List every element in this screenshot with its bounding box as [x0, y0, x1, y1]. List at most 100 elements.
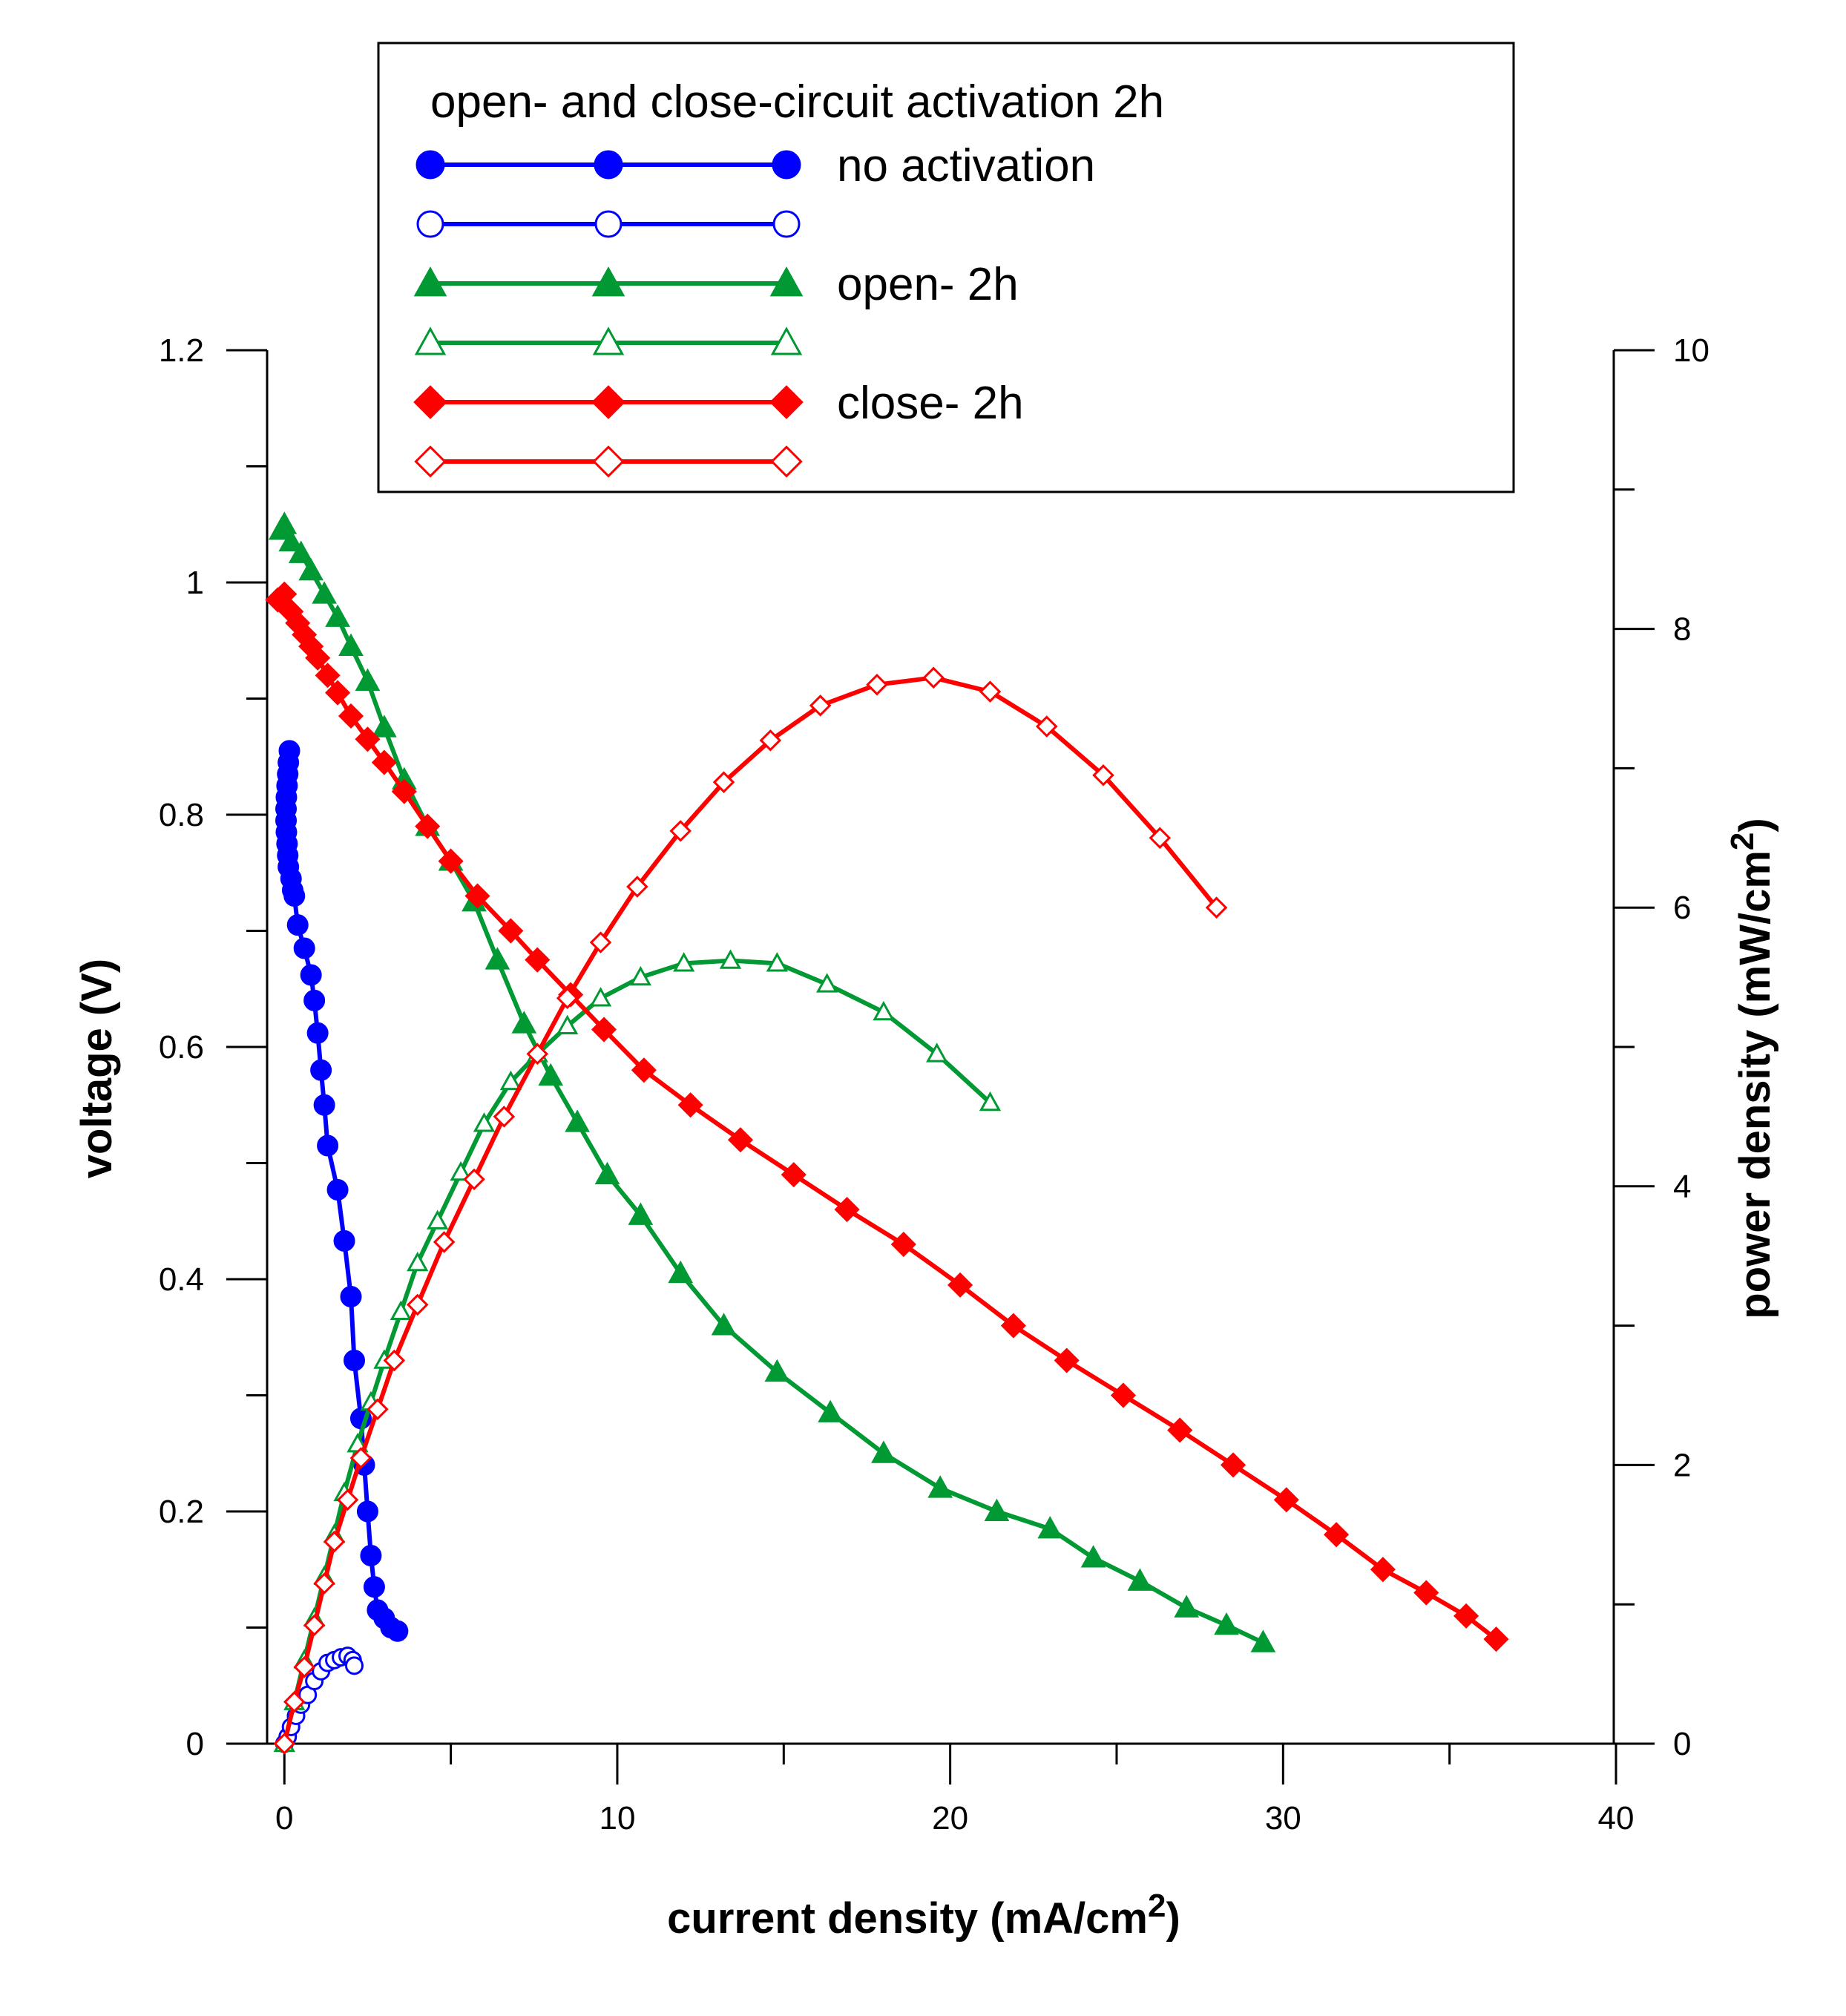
data-point-no_activation_voltage [363, 1576, 385, 1598]
data-point-close_voltage [338, 703, 364, 729]
data-point-open_voltage [338, 633, 364, 657]
data-point-close_voltage [438, 848, 464, 874]
data-point-close_power [809, 695, 832, 717]
legend-entry-no_activation_power [416, 210, 801, 238]
y-tick-label: 0 [186, 1726, 204, 1762]
data-point-close_power [313, 1572, 335, 1595]
data-point-no_activation_voltage [356, 1500, 378, 1523]
data-point-no_activation_voltage [313, 1094, 335, 1116]
data-point-close_voltage [305, 645, 331, 671]
y-tick-label: 0.2 [159, 1494, 204, 1530]
data-point-close_voltage [1220, 1452, 1246, 1478]
legend-entry-open_voltage: open- 2h [413, 259, 1019, 310]
data-point-open_voltage [1127, 1568, 1153, 1591]
data-point-close_voltage [890, 1231, 916, 1258]
data-point-close_power [367, 1398, 389, 1421]
y-axis-title: voltage (V) [73, 959, 121, 1179]
data-point-close_power [293, 1655, 315, 1678]
x-tick-label: 0 [275, 1800, 293, 1836]
data-point-open_voltage [927, 1475, 953, 1498]
legend-rows: no activation open- 2h close- 2h [413, 140, 1095, 478]
x-tick-label: 30 [1265, 1800, 1301, 1836]
data-point-open_voltage [628, 1202, 654, 1225]
data-point-open_voltage [312, 581, 337, 604]
data-point-close_voltage [591, 1017, 617, 1043]
data-point-close_power [283, 1690, 306, 1713]
y-tick-label: 0.8 [159, 797, 204, 833]
y2-tick-label: 2 [1673, 1447, 1691, 1483]
data-point-open_voltage [372, 715, 397, 738]
data-point-close_power [1205, 896, 1228, 919]
data-point-close_voltage [391, 778, 417, 804]
data-point-open_voltage [288, 540, 314, 563]
series-layer [265, 511, 1509, 1755]
legend-entry-close_voltage: close- 2h [413, 378, 1024, 429]
data-point-close_power [406, 1293, 429, 1316]
legend-label: no activation [837, 140, 1095, 191]
data-point-close_voltage [631, 1057, 657, 1083]
data-point-close_power [303, 1614, 326, 1637]
data-point-open_power [873, 1000, 895, 1021]
data-point-open_voltage [511, 1011, 537, 1034]
legend-marker [415, 150, 445, 180]
data-point-close_power [556, 987, 579, 1010]
data-point-close_power [383, 1349, 406, 1372]
data-point-close_voltage [677, 1092, 703, 1118]
data-point-close_voltage [834, 1197, 860, 1223]
legend-entry-no_activation_voltage: no activation [415, 140, 1095, 191]
data-point-open_voltage [298, 557, 324, 581]
series-close_power [273, 666, 1228, 1755]
data-point-open_voltage [355, 668, 381, 691]
legend-marker [772, 210, 801, 238]
legend-marker [414, 326, 447, 355]
legend-marker [414, 445, 447, 478]
data-point-close_voltage [1413, 1580, 1439, 1606]
data-point-open_voltage [1250, 1629, 1276, 1652]
y2-tick-label: 10 [1673, 332, 1709, 369]
y-tick-label: 1 [186, 565, 204, 601]
data-point-close_power [433, 1231, 456, 1253]
data-point-open_voltage [1037, 1516, 1063, 1539]
data-point-close_power [866, 673, 888, 696]
legend-marker [413, 385, 447, 419]
data-point-close_voltage [781, 1162, 807, 1188]
data-point-close_voltage [315, 663, 341, 689]
data-point-close_power [712, 771, 735, 793]
legend-label: close- 2h [837, 378, 1024, 429]
data-point-close_voltage [1167, 1417, 1193, 1443]
legend-marker [594, 150, 623, 180]
data-point-open_power [673, 952, 695, 972]
legend-marker [769, 266, 804, 297]
data-point-open_power [499, 1070, 522, 1091]
data-point-open_power [719, 949, 742, 969]
data-point-close_voltage [1454, 1603, 1479, 1629]
data-point-open_voltage [764, 1359, 790, 1382]
data-point-close_power [1092, 764, 1114, 787]
data-point-close_voltage [371, 749, 397, 775]
data-point-no_activation_voltage [286, 914, 309, 936]
legend-marker [591, 385, 625, 419]
data-point-close_power [979, 680, 1002, 703]
data-point-close_power [526, 1043, 549, 1066]
y2-tick-label: 0 [1673, 1726, 1691, 1762]
data-point-close_voltage [525, 947, 551, 973]
data-point-open_power [926, 1043, 948, 1063]
data-point-close_voltage [727, 1127, 754, 1153]
data-point-open_power [979, 1091, 1002, 1112]
data-point-close_power [1149, 827, 1172, 850]
data-point-close_power [669, 820, 692, 842]
data-point-close_power [922, 666, 945, 689]
data-point-open_voltage [325, 604, 350, 627]
legend-marker [594, 210, 623, 238]
data-point-close_voltage [947, 1272, 973, 1298]
data-point-open_voltage [538, 1063, 564, 1086]
data-point-open_voltage [1174, 1595, 1200, 1618]
data-point-open_power [629, 965, 652, 986]
axis-titles: current density (mA/cm2) voltage (V) pow… [73, 818, 1779, 1943]
legend-label: open- 2h [837, 259, 1019, 310]
data-point-open_power [556, 1014, 579, 1035]
data-point-open_power [473, 1112, 496, 1132]
legend-marker [592, 326, 625, 355]
data-point-close_power [1035, 715, 1058, 738]
